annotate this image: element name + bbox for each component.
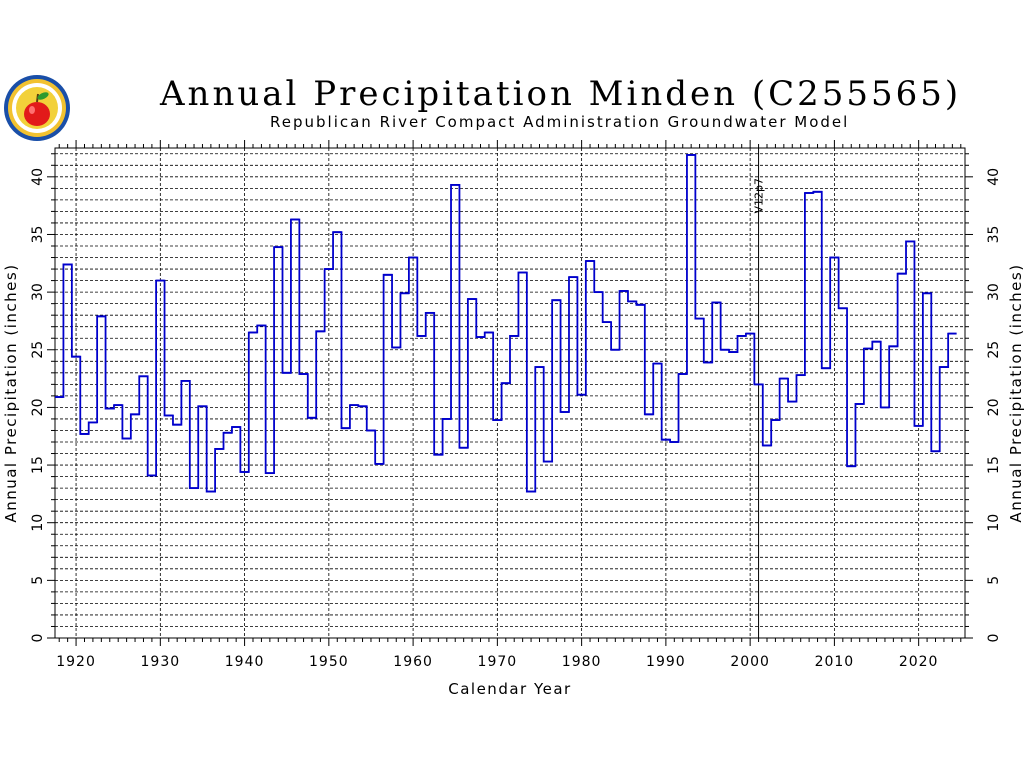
chart-subtitle: Republican River Compact Administration … <box>270 113 850 131</box>
x-tick-label: 1990 <box>646 654 686 670</box>
chart-title: Annual Precipitation Minden (C255565) <box>160 74 962 114</box>
y-tick-label-right: 5 <box>986 576 1002 585</box>
y-tick-label-left: 10 <box>30 514 46 532</box>
y-tick-label-right: 30 <box>986 283 1002 301</box>
x-tick-label: 1920 <box>56 654 96 670</box>
y-tick-label-right: 25 <box>986 341 1002 359</box>
y-tick-label-left: 25 <box>30 341 46 359</box>
x-tick-label: 2000 <box>730 654 770 670</box>
x-tick-label: 1960 <box>393 654 433 670</box>
y-tick-label-right: 0 <box>986 634 1002 643</box>
apple-seal-icon <box>4 75 70 141</box>
y-tick-label-right: 10 <box>986 514 1002 532</box>
x-tick-label: 1980 <box>562 654 602 670</box>
y-tick-label-right: 15 <box>986 456 1002 474</box>
plot-frame <box>54 147 966 639</box>
y-axis-label-left: Annual Precipitation (inches) <box>2 263 20 522</box>
y-tick-label-right: 35 <box>986 226 1002 244</box>
y-tick-label-left: 40 <box>30 168 46 186</box>
y-axis-label-right: Annual Precipitation (inches) <box>1007 263 1024 522</box>
y-tick-label-left: 5 <box>30 576 46 585</box>
x-tick-label: 1970 <box>478 654 518 670</box>
x-tick-label: 1940 <box>225 654 265 670</box>
x-axis-label: Calendar Year <box>448 680 571 698</box>
x-tick-label: 1950 <box>309 654 349 670</box>
y-tick-label-left: 30 <box>30 283 46 301</box>
y-tick-label-right: 40 <box>986 168 1002 186</box>
x-tick-label: 2020 <box>899 654 939 670</box>
x-tick-label: 1930 <box>141 654 181 670</box>
y-tick-label-left: 35 <box>30 226 46 244</box>
y-tick-label-left: 0 <box>30 634 46 643</box>
y-tick-label-left: 15 <box>30 456 46 474</box>
y-tick-label-right: 20 <box>986 398 1002 416</box>
x-tick-label: 2010 <box>815 654 855 670</box>
y-tick-label-left: 20 <box>30 398 46 416</box>
precipitation-step-line <box>55 154 957 493</box>
annotation-label: V12p7 <box>753 178 766 214</box>
